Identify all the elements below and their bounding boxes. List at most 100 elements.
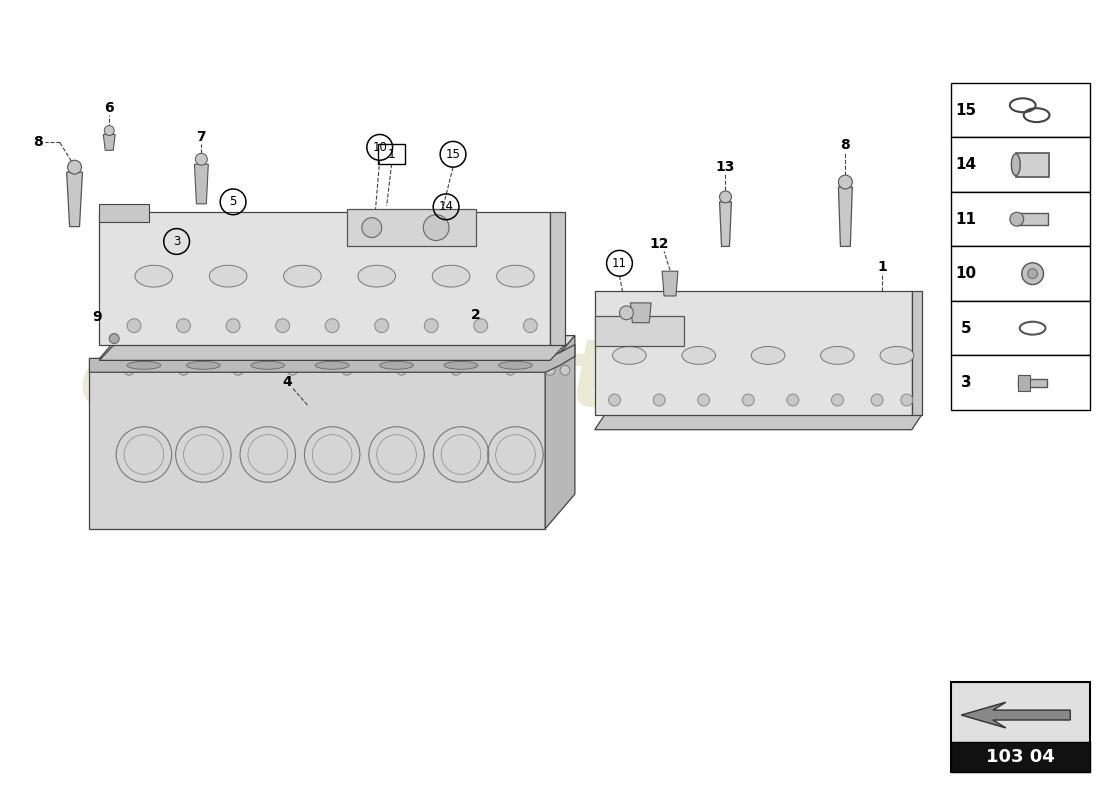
Ellipse shape xyxy=(128,362,161,370)
Circle shape xyxy=(1027,269,1037,278)
Circle shape xyxy=(196,154,207,165)
Ellipse shape xyxy=(613,346,646,364)
Circle shape xyxy=(109,334,119,343)
Bar xyxy=(952,682,1090,771)
Text: 5: 5 xyxy=(961,321,971,336)
Circle shape xyxy=(177,318,190,333)
Ellipse shape xyxy=(821,346,855,364)
Polygon shape xyxy=(99,212,550,345)
Circle shape xyxy=(67,160,81,174)
Ellipse shape xyxy=(880,346,914,364)
Ellipse shape xyxy=(751,346,785,364)
Circle shape xyxy=(719,191,732,203)
Bar xyxy=(1018,378,1047,386)
Polygon shape xyxy=(662,271,678,296)
Text: 14: 14 xyxy=(439,200,453,214)
Text: 2: 2 xyxy=(471,308,481,322)
Circle shape xyxy=(342,366,352,375)
Ellipse shape xyxy=(432,266,470,287)
Text: a passion for parts since 1985: a passion for parts since 1985 xyxy=(168,437,526,492)
Circle shape xyxy=(653,394,666,406)
Circle shape xyxy=(178,366,188,375)
Bar xyxy=(952,138,1090,192)
Circle shape xyxy=(124,366,134,375)
Circle shape xyxy=(474,318,487,333)
Polygon shape xyxy=(546,336,575,529)
Circle shape xyxy=(786,394,799,406)
Polygon shape xyxy=(630,303,651,322)
Text: 10: 10 xyxy=(956,266,977,281)
Ellipse shape xyxy=(379,362,414,370)
Text: 103 04: 103 04 xyxy=(987,748,1055,766)
Ellipse shape xyxy=(251,362,285,370)
Circle shape xyxy=(362,218,382,238)
Circle shape xyxy=(326,318,339,333)
Text: 1: 1 xyxy=(877,260,887,274)
Text: 8: 8 xyxy=(840,138,850,152)
Circle shape xyxy=(227,318,240,333)
Polygon shape xyxy=(719,202,732,246)
Polygon shape xyxy=(595,291,912,415)
Ellipse shape xyxy=(135,266,173,287)
Polygon shape xyxy=(89,336,575,370)
Text: 5: 5 xyxy=(230,195,236,208)
Ellipse shape xyxy=(187,362,220,370)
Polygon shape xyxy=(838,187,853,246)
Polygon shape xyxy=(550,212,565,345)
Bar xyxy=(377,144,406,164)
Text: 12: 12 xyxy=(649,238,669,251)
Polygon shape xyxy=(99,204,148,222)
Ellipse shape xyxy=(284,266,321,287)
Ellipse shape xyxy=(682,346,716,364)
Polygon shape xyxy=(103,134,116,150)
Circle shape xyxy=(901,394,913,406)
Text: 10: 10 xyxy=(372,141,387,154)
Text: 1: 1 xyxy=(387,148,396,161)
Ellipse shape xyxy=(316,362,349,370)
Text: 6: 6 xyxy=(104,101,114,114)
Bar xyxy=(952,301,1090,355)
Circle shape xyxy=(375,318,388,333)
Text: 8: 8 xyxy=(33,135,43,150)
Circle shape xyxy=(397,366,407,375)
Text: eurosparts: eurosparts xyxy=(79,334,674,426)
Polygon shape xyxy=(67,172,82,226)
Ellipse shape xyxy=(1011,154,1020,175)
Bar xyxy=(1016,214,1048,225)
Ellipse shape xyxy=(209,266,248,287)
Polygon shape xyxy=(99,345,565,360)
Circle shape xyxy=(524,318,537,333)
Circle shape xyxy=(742,394,755,406)
Polygon shape xyxy=(89,345,575,372)
Text: 3: 3 xyxy=(961,375,971,390)
Text: 11: 11 xyxy=(956,212,977,226)
Polygon shape xyxy=(195,164,208,204)
Polygon shape xyxy=(912,291,922,415)
Ellipse shape xyxy=(358,266,396,287)
Circle shape xyxy=(608,394,620,406)
Text: 4: 4 xyxy=(283,375,293,389)
Circle shape xyxy=(506,366,516,375)
Circle shape xyxy=(832,394,844,406)
Circle shape xyxy=(619,306,634,320)
Bar xyxy=(952,83,1090,138)
Bar xyxy=(1018,374,1030,390)
Text: 9: 9 xyxy=(92,310,102,324)
Text: 15: 15 xyxy=(446,148,461,161)
Circle shape xyxy=(451,366,461,375)
Bar xyxy=(346,209,476,246)
Circle shape xyxy=(871,394,883,406)
Circle shape xyxy=(697,394,710,406)
Bar xyxy=(595,316,684,346)
Polygon shape xyxy=(89,370,546,529)
Bar xyxy=(1015,153,1049,177)
Circle shape xyxy=(838,175,853,189)
Ellipse shape xyxy=(498,362,532,370)
Bar xyxy=(952,192,1090,246)
Circle shape xyxy=(287,366,297,375)
Circle shape xyxy=(128,318,141,333)
Ellipse shape xyxy=(496,266,535,287)
Text: 14: 14 xyxy=(956,157,977,172)
Circle shape xyxy=(424,214,449,241)
Bar xyxy=(952,742,1090,771)
